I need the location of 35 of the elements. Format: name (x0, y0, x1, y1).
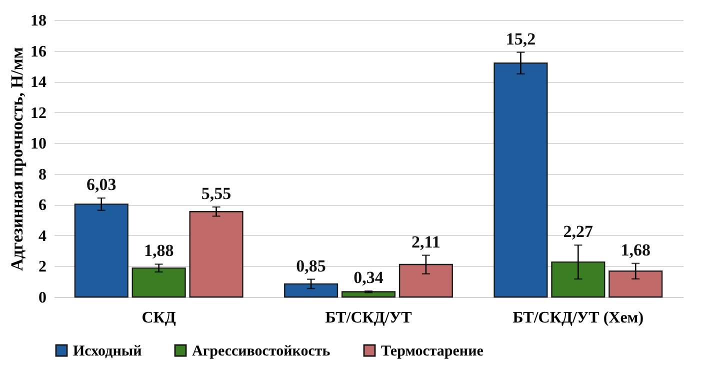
y-tick-label: 10 (30, 136, 46, 153)
legend-label: Исходный (73, 344, 142, 360)
data-label: 5,55 (201, 184, 232, 203)
x-tick-label: СКД (142, 310, 176, 326)
data-label: 1,88 (144, 241, 174, 260)
legend-label: Агрессивостойкость (192, 344, 330, 360)
y-tick-label: 16 (30, 43, 46, 60)
y-tick-label: 6 (38, 197, 46, 214)
data-label: 2,27 (563, 222, 594, 242)
y-tick-label: 8 (38, 166, 46, 184)
bar (132, 267, 186, 298)
x-tick-label: БТ/СКД/УТ (325, 310, 412, 326)
y-tick-label: 2 (38, 258, 46, 276)
data-label: 1,68 (620, 240, 650, 260)
y-tick-label: 4 (38, 228, 46, 245)
bar (398, 264, 453, 298)
bar (551, 261, 606, 298)
bar (608, 270, 663, 298)
bar (494, 62, 548, 298)
data-label: 0,85 (296, 256, 326, 276)
x-tick-label: БТ/СКД/УТ (Хем) (512, 310, 644, 326)
bar (74, 204, 128, 298)
y-tick-label: 0 (38, 290, 46, 306)
legend-label: Термостарение (381, 344, 484, 360)
y-tick-label: 18 (30, 12, 46, 30)
bar (189, 210, 244, 298)
y-tick-label: 12 (30, 104, 46, 122)
data-label: 2,11 (412, 232, 440, 252)
bar (341, 291, 396, 298)
data-label: 15,2 (506, 29, 536, 48)
data-label: 6,03 (86, 175, 116, 194)
y-axis-title: Адгезинная прочность, Н/мм (8, 46, 26, 271)
data-label: 0,34 (354, 268, 384, 287)
bar (284, 283, 338, 298)
y-tick-label: 14 (30, 74, 46, 92)
